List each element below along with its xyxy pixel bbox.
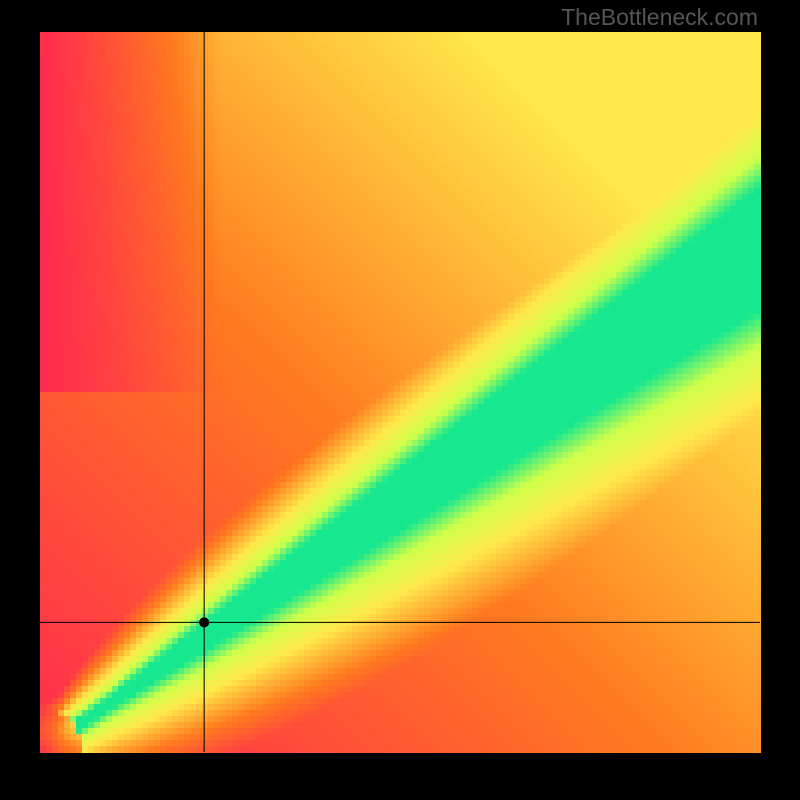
- watermark-text: TheBottleneck.com: [561, 4, 758, 31]
- chart-container: TheBottleneck.com: [0, 0, 800, 800]
- heatmap-canvas: [0, 0, 800, 800]
